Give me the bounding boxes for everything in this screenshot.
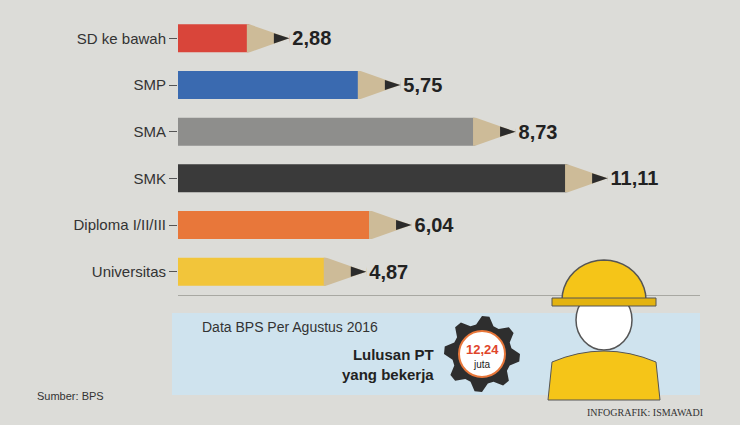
- svg-text:11,11: 11,11: [611, 167, 659, 189]
- svg-text:Lulusan PTyang bekerja: Lulusan PTyang bekerja: [342, 346, 434, 383]
- svg-text:Universitas: Universitas: [92, 263, 166, 280]
- svg-text:12,24: 12,24: [466, 342, 499, 357]
- svg-text:SMA: SMA: [133, 123, 166, 140]
- svg-text:SMK: SMK: [133, 170, 166, 187]
- svg-text:juta: juta: [473, 359, 491, 370]
- svg-text:INFOGRAFIK: ISMAWADI: INFOGRAFIK: ISMAWADI: [587, 407, 703, 418]
- svg-text:2,88: 2,88: [292, 27, 331, 49]
- svg-text:8,73: 8,73: [519, 121, 558, 143]
- svg-text:Data BPS Per Agustus 2016: Data BPS Per Agustus 2016: [202, 319, 378, 335]
- svg-text:5,75: 5,75: [403, 74, 442, 96]
- svg-text:4,87: 4,87: [369, 261, 408, 283]
- svg-text:SMP: SMP: [133, 76, 166, 93]
- svg-text:SD ke bawah: SD ke bawah: [77, 30, 166, 47]
- svg-text:Sumber: BPS: Sumber: BPS: [37, 390, 104, 402]
- svg-text:Diploma I/II/III: Diploma I/II/III: [73, 216, 166, 233]
- svg-text:6,04: 6,04: [415, 214, 455, 236]
